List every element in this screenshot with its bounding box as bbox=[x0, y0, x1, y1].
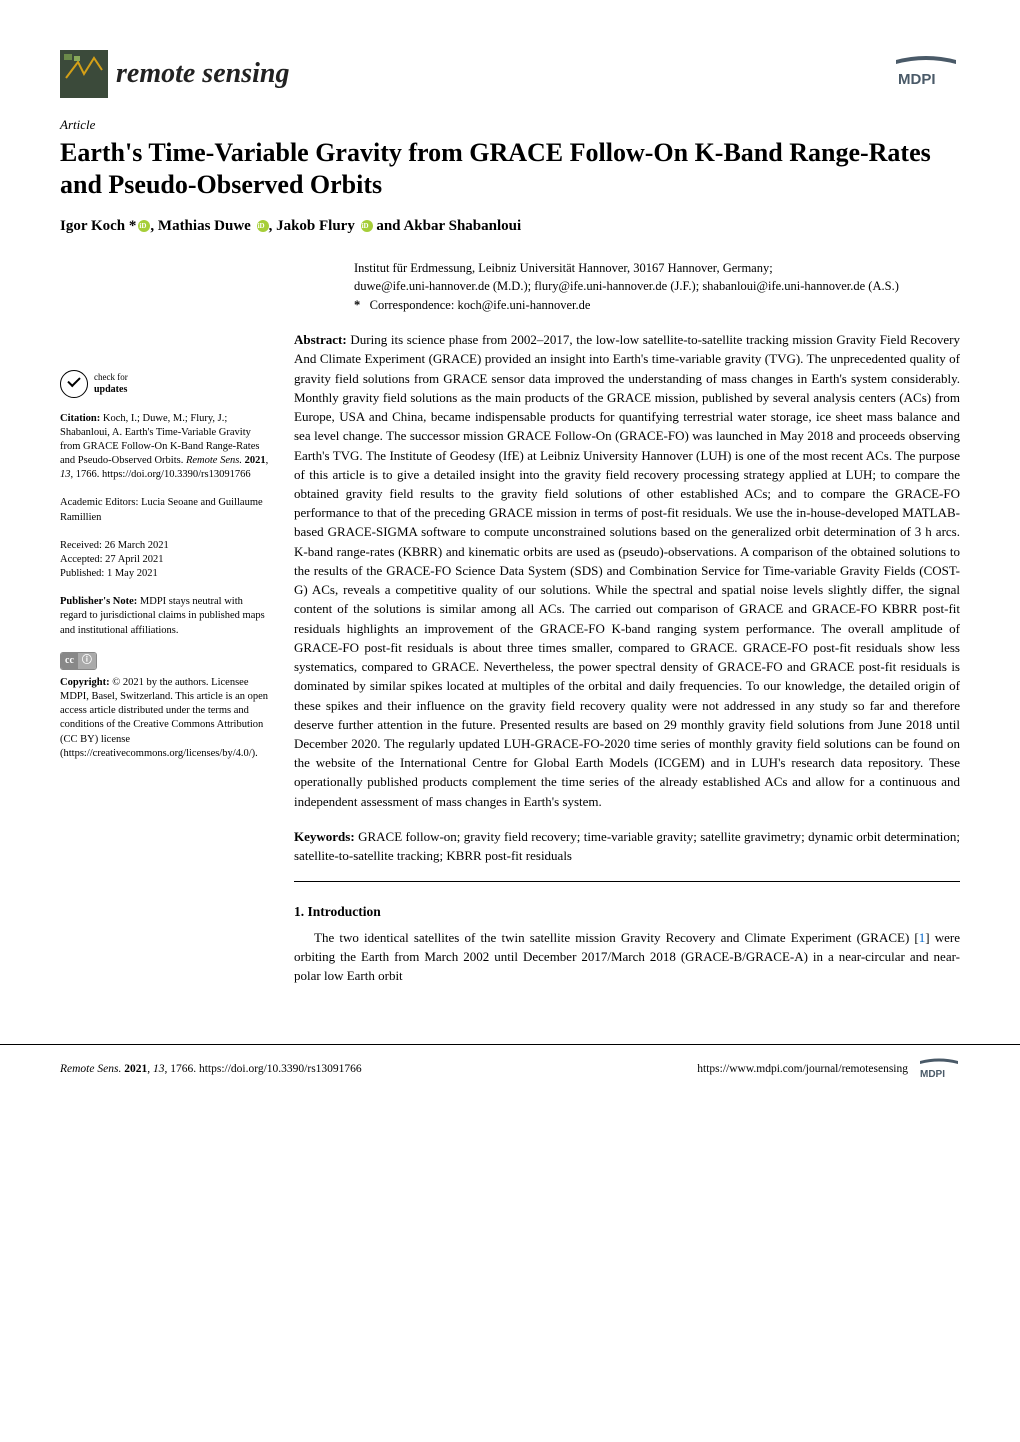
journal-brand: remote sensing bbox=[60, 50, 289, 98]
abstract-label: Abstract: bbox=[294, 332, 347, 347]
publishers-note-label: Publisher's Note: bbox=[60, 596, 137, 607]
article-title: Earth's Time-Variable Gravity from GRACE… bbox=[60, 137, 960, 202]
affiliation-block: Institut für Erdmessung, Leibniz Univers… bbox=[354, 260, 960, 315]
check-circle-icon bbox=[60, 370, 88, 398]
top-header: remote sensing MDPI bbox=[60, 50, 960, 98]
svg-text:MDPI: MDPI bbox=[898, 71, 936, 88]
keywords-text: GRACE follow-on; gravity field recovery;… bbox=[294, 829, 960, 863]
citation-block: Citation: Koch, I.; Duwe, M.; Flury, J.;… bbox=[60, 412, 270, 483]
editors-label: Academic Editors: bbox=[60, 497, 138, 508]
copyright-label: Copyright: bbox=[60, 677, 110, 688]
editors-block: Academic Editors: Lucia Seoane and Guill… bbox=[60, 496, 270, 524]
journal-logo-icon bbox=[60, 50, 108, 98]
abstract-block: Abstract: During its science phase from … bbox=[294, 330, 960, 811]
keywords-label: Keywords: bbox=[294, 829, 355, 844]
published-date: Published: 1 May 2021 bbox=[60, 567, 270, 581]
publishers-note-block: Publisher's Note: MDPI stays neutral wit… bbox=[60, 595, 270, 638]
copyright-text: © 2021 by the authors. Licensee MDPI, Ba… bbox=[60, 677, 268, 759]
orcid-icon bbox=[138, 220, 150, 232]
mdpi-footer-logo-icon: MDPI bbox=[918, 1057, 960, 1083]
orcid-icon bbox=[361, 220, 373, 232]
citation-label: Citation: bbox=[60, 413, 100, 424]
page-footer: Remote Sens. 2021, 13, 1766. https://doi… bbox=[0, 1044, 1020, 1113]
svg-text:MDPI: MDPI bbox=[920, 1069, 945, 1080]
section-heading: 1. Introduction bbox=[294, 902, 960, 922]
correspondence-text: Correspondence: koch@ife.uni-hannover.de bbox=[370, 298, 591, 312]
main-column: Institut für Erdmessung, Leibniz Univers… bbox=[294, 260, 960, 986]
received-date: Received: 26 March 2021 bbox=[60, 539, 270, 553]
sidebar: check for updates Citation: Koch, I.; Du… bbox=[60, 260, 270, 986]
abstract-text: During its science phase from 2002–2017,… bbox=[294, 332, 960, 809]
footer-right: https://www.mdpi.com/journal/remotesensi… bbox=[697, 1057, 960, 1083]
keywords-block: Keywords: GRACE follow-on; gravity field… bbox=[294, 827, 960, 882]
authors-line: Igor Koch *, Mathias Duwe , Jakob Flury … bbox=[60, 216, 960, 238]
article-type: Article bbox=[60, 116, 960, 135]
affiliation-emails: duwe@ife.uni-hannover.de (M.D.); flury@i… bbox=[354, 278, 960, 296]
cc-by-badge-icon: cc ⓘ bbox=[60, 652, 97, 670]
mdpi-logo-icon: MDPI bbox=[892, 54, 960, 94]
orcid-icon bbox=[257, 220, 269, 232]
dates-block: Received: 26 March 2021 Accepted: 27 Apr… bbox=[60, 539, 270, 582]
footer-url: https://www.mdpi.com/journal/remotesensi… bbox=[697, 1061, 908, 1078]
footer-year: 2021 bbox=[124, 1063, 147, 1075]
correspondence-star: * bbox=[354, 298, 360, 312]
affiliation-institution: Institut für Erdmessung, Leibniz Univers… bbox=[354, 260, 960, 278]
footer-left: Remote Sens. 2021, 13, 1766. https://doi… bbox=[60, 1061, 362, 1078]
journal-name: remote sensing bbox=[116, 54, 289, 95]
license-block: cc ⓘ Copyright: © 2021 by the authors. L… bbox=[60, 652, 270, 761]
accepted-date: Accepted: 27 April 2021 bbox=[60, 553, 270, 567]
intro-paragraph: The two identical satellites of the twin… bbox=[294, 928, 960, 986]
footer-journal: Remote Sens. bbox=[60, 1063, 121, 1075]
check-updates-badge[interactable]: check for updates bbox=[60, 370, 270, 398]
ref-link[interactable]: 1 bbox=[919, 930, 926, 945]
